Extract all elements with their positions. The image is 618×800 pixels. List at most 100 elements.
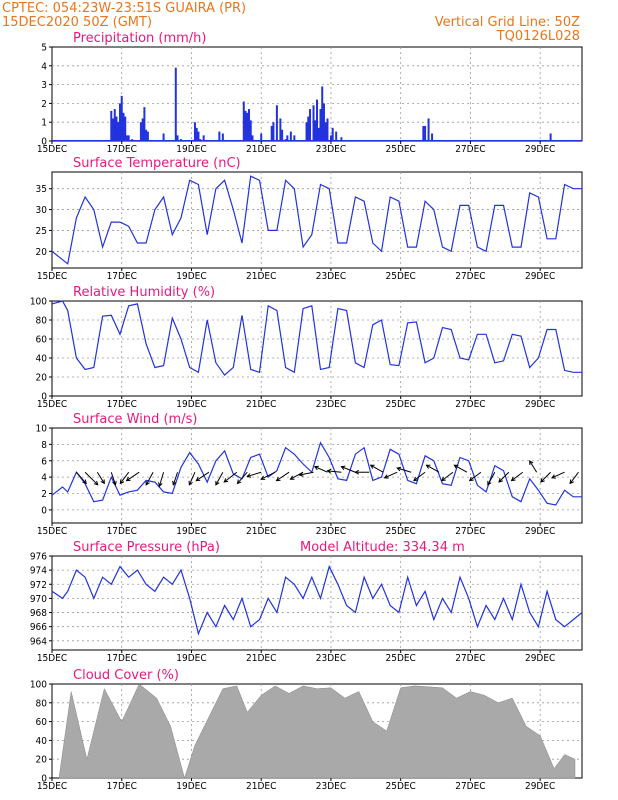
y-tick-label: 0 — [41, 774, 47, 785]
wind-arrow-head — [246, 473, 252, 478]
wind-frame — [51, 427, 583, 524]
precip-bar — [293, 135, 296, 141]
precip-bar — [317, 127, 320, 141]
precip-bar — [431, 133, 434, 141]
wind-arrow — [454, 464, 468, 473]
wind-arrow-head — [326, 468, 332, 474]
y-tick-label: 35 — [36, 184, 47, 195]
station-title: CPTEC: 054:23W-23:51S GUAIRA (PR) — [2, 1, 246, 16]
y-tick-label: 25 — [36, 226, 47, 237]
y-tick-label: 964 — [30, 636, 47, 647]
precip-bar — [146, 131, 149, 141]
precip-bar — [120, 95, 123, 141]
wind-arrow-head — [215, 480, 220, 486]
precip-bar — [242, 101, 245, 141]
precip-bar — [314, 120, 317, 141]
wind-arrow — [76, 471, 87, 484]
precip-bar — [244, 110, 247, 141]
wind-arrow-head — [313, 465, 319, 471]
wind-arrow — [188, 472, 196, 486]
wind-arrow-head — [195, 476, 201, 482]
x-tick-label: 23DEC — [316, 653, 346, 664]
wind-title: Surface Wind (m/s) — [73, 412, 197, 427]
wind-line — [51, 441, 582, 506]
wind-arrow-head — [569, 479, 574, 485]
precip-bar — [309, 109, 312, 141]
x-tick-label: 21DEC — [246, 781, 276, 792]
wind-arrow-head — [158, 482, 163, 488]
x-tick-label: 17DEC — [107, 144, 137, 155]
x-tick-label: 21DEC — [246, 271, 276, 282]
grid-note: Vertical Grid Line: 50Z — [435, 15, 580, 30]
y-tick-label: 3 — [41, 80, 47, 91]
wind-arrow — [96, 471, 105, 484]
wind-arrow-head — [369, 464, 375, 469]
precip-bar — [124, 116, 127, 141]
x-tick-label: 15DEC — [37, 144, 67, 155]
wind-arrow — [498, 471, 510, 483]
y-tick-label: 0 — [41, 137, 47, 148]
rh-line — [51, 300, 582, 376]
precip-bar — [289, 131, 292, 141]
temp-title: Surface Temperature (nC) — [73, 156, 241, 171]
wind-arrow-head — [540, 478, 545, 483]
x-tick-label: 15DEC — [37, 653, 67, 664]
precip-bar — [197, 131, 200, 141]
x-tick-label: 17DEC — [107, 526, 137, 537]
wind-arrow — [551, 471, 565, 479]
wind-arrow — [158, 472, 165, 487]
x-tick-label: 19DEC — [176, 653, 206, 664]
wind-arrow-head — [354, 469, 360, 475]
precip-bar — [326, 118, 329, 141]
precip-bar — [145, 129, 148, 141]
precip-bar — [322, 103, 325, 141]
pressure-panel: 15DEC 17DEC 19DEC 21DEC 23DEC 25DEC 27DEC 29DEC… — [30, 540, 583, 664]
forecast-date: 15DEC2020 50Z (GMT) — [2, 15, 152, 30]
y-tick-label: 60 — [36, 335, 48, 346]
wind-arrow — [196, 471, 210, 482]
temp-panel: 15DEC 17DEC 19DEC 21DEC 23DEC 25DEC 27DEC 29DEC… — [36, 156, 583, 282]
y-tick-label: 976 — [30, 552, 47, 563]
precip-bar — [424, 125, 427, 141]
pressure-title: Surface Pressure (hPa) — [73, 540, 220, 555]
x-tick-label: 27DEC — [455, 271, 485, 282]
y-tick-label: 2 — [41, 489, 47, 500]
y-tick-label: 4 — [41, 61, 47, 72]
y-tick-label: 972 — [30, 580, 47, 591]
x-tick-label: 19DEC — [176, 781, 206, 792]
y-tick-label: 10 — [36, 424, 48, 435]
y-tick-label: 5 — [41, 43, 47, 54]
precip-bar — [260, 133, 263, 141]
precip-bar — [112, 118, 115, 141]
x-tick-label: 19DEC — [176, 271, 206, 282]
wind-arrow — [511, 471, 524, 482]
y-tick-label: 966 — [30, 622, 47, 633]
precip-bar — [270, 125, 273, 141]
precip-bar — [272, 122, 275, 141]
x-tick-label: 25DEC — [386, 781, 416, 792]
x-tick-label: 21DEC — [246, 144, 276, 155]
x-tick-label: 23DEC — [316, 399, 346, 410]
y-tick-label: 40 — [36, 736, 48, 747]
precip-bar — [221, 133, 224, 141]
wind-arrow — [370, 464, 384, 473]
x-tick-label: 25DEC — [386, 271, 416, 282]
precip-bar — [279, 118, 282, 141]
precip-bar — [329, 135, 332, 141]
x-tick-label: 25DEC — [386, 399, 416, 410]
precip-bar — [275, 105, 278, 141]
wind-arrow — [84, 471, 99, 486]
x-tick-label: 25DEC — [386, 653, 416, 664]
y-tick-label: 968 — [30, 608, 47, 619]
x-tick-label: 15DEC — [37, 399, 67, 410]
temp-line — [51, 175, 582, 265]
wind-arrow — [276, 471, 290, 482]
wind-arrow-head — [468, 476, 474, 482]
x-tick-label: 27DEC — [455, 781, 485, 792]
y-tick-label: 80 — [36, 698, 48, 709]
temp-frame — [51, 171, 583, 269]
cloud-title: Cloud Cover (%) — [73, 668, 179, 683]
x-tick-label: 29DEC — [525, 653, 555, 664]
precip-bar — [249, 120, 252, 141]
precip-bar — [162, 133, 165, 141]
